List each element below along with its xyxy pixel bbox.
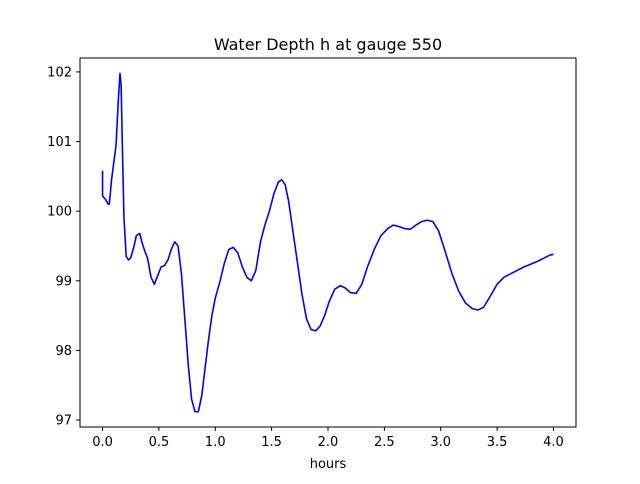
x-tick-label: 4.0 [543, 435, 564, 450]
x-axis-label: hours [310, 457, 347, 472]
x-tick-label: 3.5 [487, 435, 508, 450]
y-tick-label: 97 [55, 414, 72, 429]
axis-ticks: 0.0 0.5 1.0 1.5 2.0 2.5 3.0 3.5 4.0 97 98 99 100 101 1… [47, 65, 564, 450]
series-line-0 [101, 72, 554, 413]
x-tick-label: 3.0 [430, 435, 451, 450]
x-tick-label: 2.0 [318, 435, 339, 450]
plot-area [101, 72, 554, 413]
y-tick-label: 98 [55, 344, 72, 359]
x-tick-label: 1.5 [261, 435, 282, 450]
y-tick-label: 101 [47, 135, 72, 150]
x-tick-label: 0.5 [149, 435, 170, 450]
x-tick-label: 2.5 [374, 435, 395, 450]
x-tick-label: 1.0 [205, 435, 226, 450]
y-tick-label: 99 [55, 274, 72, 289]
y-tick-label: 100 [47, 205, 72, 220]
plot-frame [79, 57, 577, 428]
y-tick-label: 102 [47, 65, 72, 80]
x-tick-label: 0.0 [92, 435, 113, 450]
chart-title: Water Depth h at gauge 550 [214, 35, 442, 54]
